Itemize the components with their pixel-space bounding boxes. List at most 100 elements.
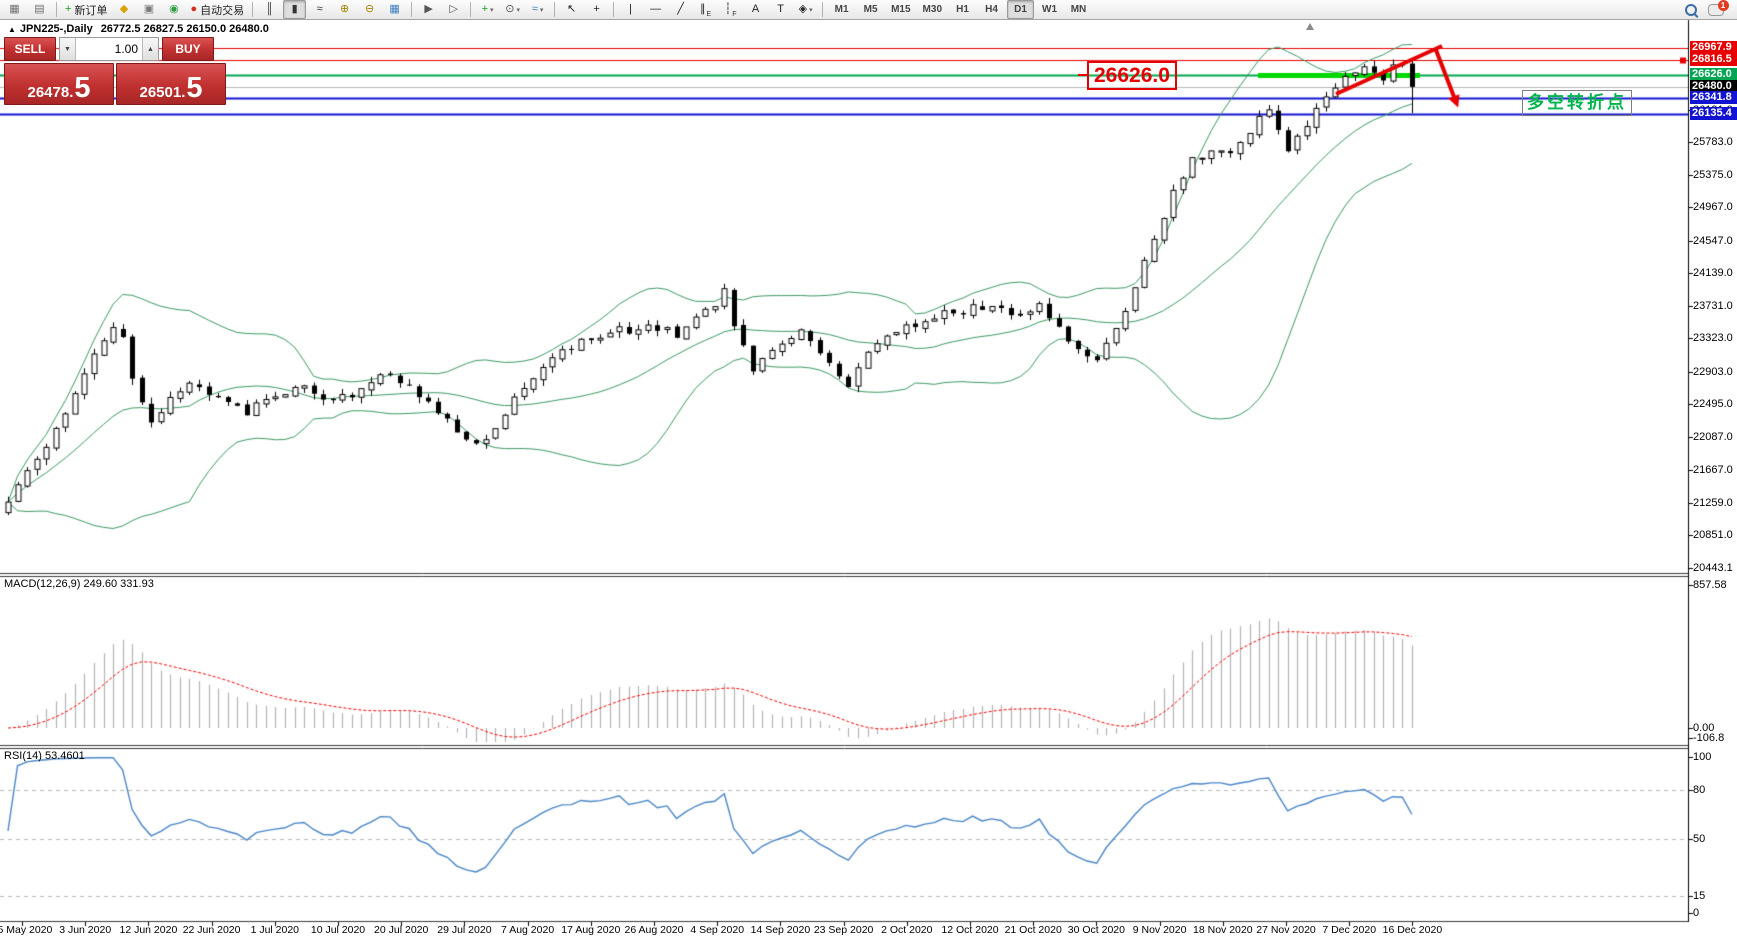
toolbar-separator bbox=[554, 2, 556, 17]
price-axis-tick: 23323.0 bbox=[1693, 332, 1733, 345]
volume-decrease-icon[interactable]: ▼ bbox=[60, 38, 76, 60]
channel-icon: ∥ bbox=[700, 3, 706, 15]
fibonacci-button[interactable]: ┆ F bbox=[719, 0, 742, 19]
price-axis-chip: 26967.9 bbox=[1690, 41, 1737, 54]
tile-windows-button[interactable]: ▦ bbox=[383, 0, 406, 19]
text-icon: A bbox=[751, 3, 760, 15]
timeframe-h1-button[interactable]: H1 bbox=[949, 0, 976, 19]
timeframe-w1-button[interactable]: W1 bbox=[1036, 0, 1063, 19]
trendline-icon: ╱ bbox=[677, 3, 684, 15]
crosshair-button[interactable]: + bbox=[585, 0, 608, 19]
zoom-out-icon: ⊖ bbox=[364, 3, 375, 15]
autotrading-icon: ● bbox=[190, 3, 198, 15]
symbol-info-line: ▲ JPN225-,Daily 26772.5 26827.5 26150.0 26… bbox=[8, 23, 269, 35]
horizontal-line-button[interactable]: — bbox=[644, 0, 667, 19]
cursor-button[interactable]: ↖ bbox=[560, 0, 583, 19]
date-axis-label: 7 Dec 2020 bbox=[1322, 924, 1377, 936]
price-axis-tick: 24967.0 bbox=[1693, 201, 1733, 214]
macd-axis-tick: 857.58 bbox=[1693, 579, 1727, 592]
timeframe-m30-button[interactable]: M30 bbox=[918, 0, 947, 19]
bar-chart-button[interactable]: ║ bbox=[258, 0, 281, 19]
macd-axis-tick: -106.8 bbox=[1693, 732, 1725, 744]
timeframe-m30-button-label: M30 bbox=[922, 4, 942, 15]
periods-button[interactable]: ⊙ ▾ bbox=[501, 0, 524, 19]
sell-price-button[interactable]: 26478. 5 bbox=[4, 63, 114, 105]
timeframe-m1-button-label: M1 bbox=[834, 4, 849, 15]
chart-shift-button[interactable]: ▷ bbox=[442, 0, 465, 19]
search-icon bbox=[1684, 3, 1697, 16]
line-chart-button[interactable]: ≈ bbox=[308, 0, 331, 19]
market-watch-button[interactable]: ◆ bbox=[112, 0, 135, 19]
profiles-button[interactable]: ▤ bbox=[28, 0, 51, 19]
timeframe-d1-button-label: D1 bbox=[1014, 4, 1027, 15]
price-axis-tick: 24547.0 bbox=[1693, 234, 1733, 247]
arrows-button[interactable]: ◈ ▾ bbox=[794, 0, 817, 19]
price-level-annotation[interactable]: 26626.0 bbox=[1078, 61, 1177, 90]
notifications-button[interactable]: 1 bbox=[1704, 0, 1729, 19]
rsi-axis-tick: 0 bbox=[1693, 907, 1700, 919]
autotrading-button-label: 自动交易 bbox=[200, 4, 245, 17]
date-axis-label: 17 Aug 2020 bbox=[561, 924, 621, 936]
timeframe-m15-button-label: M15 bbox=[891, 4, 911, 15]
buy-button[interactable]: BUY bbox=[162, 37, 214, 61]
arrows-button-dropdown-icon: ▾ bbox=[809, 6, 813, 14]
date-axis-label: 27 Nov 2020 bbox=[1256, 924, 1316, 936]
price-axis-chip: 26626.0 bbox=[1690, 68, 1737, 82]
data-window-button[interactable]: ▣ bbox=[137, 0, 160, 19]
signals-button[interactable]: ◉ bbox=[162, 0, 185, 19]
timeframe-m15-button[interactable]: M15 bbox=[886, 0, 915, 19]
date-axis-label: 12 Oct 2020 bbox=[941, 924, 999, 936]
buy-price-button[interactable]: 26501. 5 bbox=[116, 63, 226, 105]
timeframe-mn-button-label: MN bbox=[1070, 4, 1087, 15]
timeframe-h4-button[interactable]: H4 bbox=[978, 0, 1005, 19]
new-order-button-label: 新订单 bbox=[74, 4, 108, 17]
indicators-button-dropdown-icon: ▾ bbox=[490, 6, 494, 14]
symbol-collapse-icon[interactable]: ▲ bbox=[8, 25, 16, 34]
date-axis-label: 23 Sep 2020 bbox=[813, 924, 874, 936]
zoom-out-button[interactable]: ⊖ bbox=[358, 0, 381, 19]
chart-shift-marker-icon[interactable] bbox=[1306, 23, 1314, 30]
toolbar-separator bbox=[613, 2, 615, 17]
bar-chart-icon: ║ bbox=[265, 3, 274, 15]
zoom-in-button[interactable]: ⊕ bbox=[333, 0, 356, 19]
toolbar-separator bbox=[822, 2, 824, 17]
new-order-icon: + bbox=[65, 3, 72, 15]
price-axis-tick: 25375.0 bbox=[1693, 168, 1733, 181]
candlestick-chart-button[interactable]: ▮ bbox=[283, 0, 307, 19]
auto-scroll-button[interactable]: ▶ bbox=[417, 0, 440, 19]
data-window-icon: ▣ bbox=[143, 3, 155, 15]
timeframe-d1-button[interactable]: D1 bbox=[1007, 0, 1034, 19]
vertical-line-button[interactable]: | bbox=[619, 0, 642, 19]
label-button[interactable]: T bbox=[769, 0, 792, 19]
autotrading-button[interactable]: ● 自动交易 bbox=[187, 0, 247, 19]
search-button[interactable] bbox=[1679, 0, 1702, 19]
volume-input[interactable] bbox=[76, 38, 142, 60]
volume-increase-icon[interactable]: ▲ bbox=[142, 38, 158, 60]
label-icon: T bbox=[777, 3, 784, 15]
cursor-icon: ↖ bbox=[566, 3, 577, 15]
channel-button[interactable]: ∥ E bbox=[694, 0, 717, 19]
new-chart-button[interactable]: ▦ bbox=[3, 0, 26, 19]
indicators-button[interactable]: + ▾ bbox=[476, 0, 499, 19]
new-order-button[interactable]: + 新订单 bbox=[62, 0, 110, 19]
date-axis-label: 21 Oct 2020 bbox=[1004, 924, 1062, 936]
timeframe-m5-button[interactable]: M5 bbox=[857, 0, 884, 19]
text-button[interactable]: A bbox=[744, 0, 767, 19]
signals-icon: ◉ bbox=[169, 3, 179, 15]
templates-button[interactable]: ≈ ▾ bbox=[526, 0, 549, 19]
line-chart-icon: ≈ bbox=[316, 3, 323, 15]
price-axis-tick: 20443.1 bbox=[1693, 561, 1733, 574]
sell-button[interactable]: SELL bbox=[4, 37, 56, 61]
timeframe-mn-button[interactable]: MN bbox=[1065, 0, 1092, 19]
price-axis-tick: 22903.0 bbox=[1693, 365, 1733, 378]
chart-shift-icon: ▷ bbox=[449, 3, 458, 15]
auto-scroll-icon: ▶ bbox=[424, 3, 433, 15]
pivot-point-annotation[interactable]: 多空转折点 bbox=[1522, 90, 1632, 116]
periods-icon: ⊙ bbox=[505, 3, 515, 15]
timeframe-m1-button[interactable]: M1 bbox=[828, 0, 855, 19]
volume-stepper: ▼ ▲ bbox=[59, 37, 159, 61]
trendline-button[interactable]: ╱ bbox=[669, 0, 692, 19]
timeframe-w1-button-label: W1 bbox=[1042, 4, 1057, 15]
